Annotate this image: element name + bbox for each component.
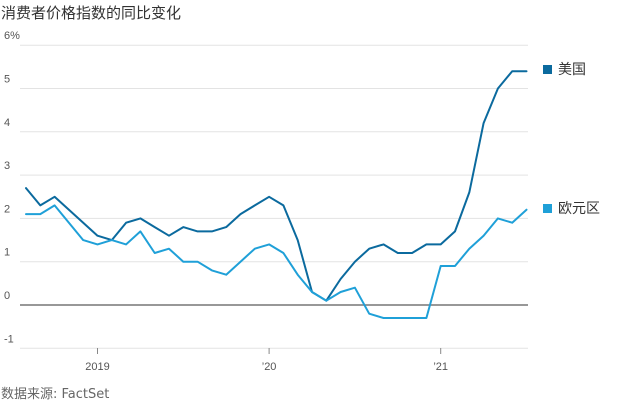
x-tick-label: ’20 [262, 361, 277, 373]
source-note: 数据来源: FactSet [1, 387, 110, 402]
y-tick-label: 2 [4, 203, 10, 215]
y-tick-label: 1 [4, 247, 10, 259]
y-tick-label: 4 [4, 117, 10, 129]
legend-label: 欧元区 [558, 201, 600, 217]
series-lines [25, 70, 528, 319]
y-tick-label: -1 [4, 333, 14, 345]
legend-swatch [543, 65, 552, 74]
x-tick-label: 2019 [85, 361, 109, 373]
y-axis-tick-labels: 6% 5 4 3 2 1 0 -1 [4, 30, 20, 345]
y-tick-label: 3 [4, 160, 10, 172]
y-tick-label: 5 [4, 74, 10, 86]
gridlines [20, 44, 528, 349]
x-axis: 2019 ’20 ’21 [85, 348, 448, 373]
y-tick-label: 6% [4, 30, 20, 42]
chart-title: 消费者价格指数的同比变化 [1, 4, 182, 22]
legend-swatch [543, 204, 552, 213]
x-tick-label: ’21 [433, 361, 448, 373]
series-line-us [25, 70, 528, 302]
legend-label: 美国 [558, 62, 586, 78]
y-tick-label: 0 [4, 290, 10, 302]
series-line-eurozone [25, 204, 528, 319]
